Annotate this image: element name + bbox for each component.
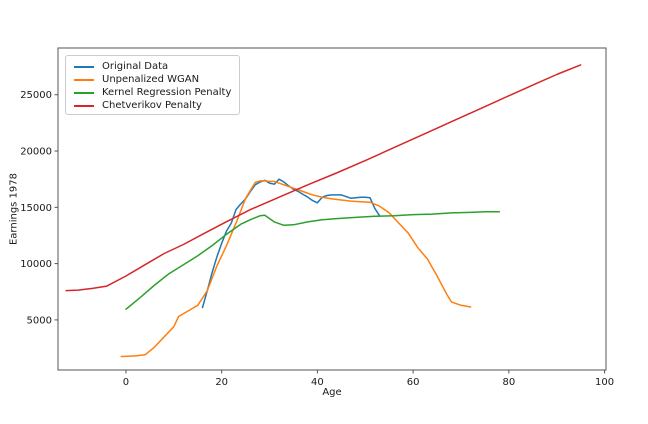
plot-border <box>57 47 607 371</box>
y-axis-tick-label: 25000 <box>20 90 52 101</box>
x-axis-tick-label: 0 <box>123 377 129 388</box>
series-line-original-data <box>201 178 381 309</box>
legend-label: Chetverikov Penalty <box>102 100 202 111</box>
legend-item: Kernel Regression Penalty <box>74 86 231 99</box>
legend-item: Original Data <box>74 60 231 73</box>
legend: Original Data Unpenalized WGAN Kernel Re… <box>65 55 241 115</box>
x-axis-tick-label: 80 <box>502 377 515 388</box>
x-axis-tick-label: 100 <box>595 377 614 388</box>
legend-item: Chetverikov Penalty <box>74 99 231 112</box>
legend-label: Unpenalized WGAN <box>102 74 200 85</box>
legend-swatch <box>74 91 94 94</box>
y-axis-tick-label: 20000 <box>20 147 52 158</box>
y-axis-title: Earnings 1978 <box>8 172 20 246</box>
x-axis-tick-label: 20 <box>215 377 228 388</box>
y-axis-tick-label: 10000 <box>20 259 52 270</box>
legend-item: Unpenalized WGAN <box>74 73 231 86</box>
legend-swatch <box>74 104 94 107</box>
x-axis-title: Age <box>322 387 342 398</box>
x-axis-tick-label: 40 <box>311 377 324 388</box>
legend-label: Kernel Regression Penalty <box>102 87 232 98</box>
series-line-chetverikov-penalty <box>65 64 582 292</box>
x-axis-tick-label: 60 <box>407 377 420 388</box>
legend-label: Original Data <box>102 61 169 72</box>
y-axis-tick-label: 15000 <box>20 203 52 214</box>
legend-swatch <box>74 78 94 81</box>
y-axis-tick-label: 5000 <box>27 315 52 326</box>
series-line-unpenalized-wgan <box>120 180 472 358</box>
series-line-kernel-regression-penalty <box>125 211 501 310</box>
legend-swatch <box>74 65 94 68</box>
